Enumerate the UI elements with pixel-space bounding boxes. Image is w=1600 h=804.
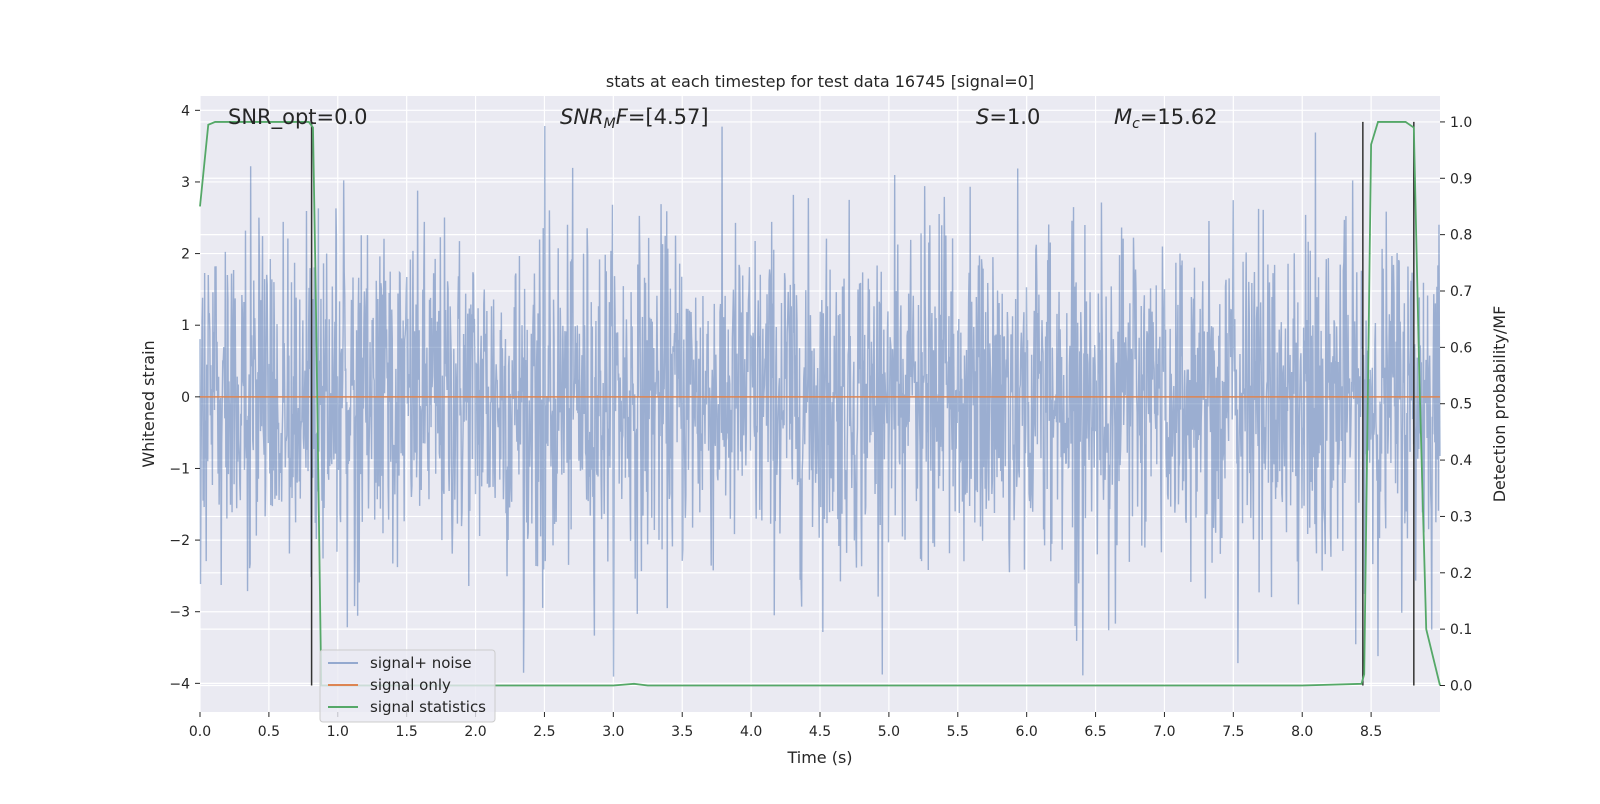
legend-label-stats: signal statistics [370,698,486,716]
legend-box [319,649,496,723]
chart-title: stats at each timestep for test data 167… [606,72,1034,91]
x-tick-label: 1.0 [327,724,349,740]
y-tick-label: 2 [181,247,190,263]
y2-tick-label: 0.8 [1450,228,1472,244]
legend-label-signal: signal only [370,676,451,694]
y2-tick-label: 0.2 [1450,566,1472,582]
x-tick-label: 5.0 [878,724,900,740]
y2-tick-label: 0.7 [1450,284,1472,300]
x-tick-label: 7.5 [1222,724,1244,740]
x-tick-label: 4.0 [740,724,762,740]
annotation-snr-opt: SNR_opt=0.0 [228,105,368,130]
y-tick-label: −3 [169,605,190,621]
s-value: =1.0 [989,105,1040,129]
signal-statistics-line [199,121,1441,687]
y2-tick-label: 0.3 [1450,509,1472,525]
y2-tick-label: 0.4 [1450,453,1472,469]
snr-mf-base: SNR [560,105,604,129]
noise-trace [199,126,1441,677]
x-tick-label: 0.0 [189,724,211,740]
snr-mf-sub: M [604,116,616,132]
mc-value: =15.62 [1140,105,1218,129]
x-tick-label: 7.0 [1153,724,1175,740]
x-tick-label: 6.0 [1016,724,1038,740]
y-tick-label: 3 [181,175,190,191]
annotation-mc: Mc=15.62 [1114,105,1218,132]
y2-tick-label: 0.9 [1450,171,1472,187]
y2-axis-label: Detection probability/MF [1490,306,1509,503]
x-tick-label: 8.0 [1291,724,1313,740]
x-tick-label: 3.5 [671,724,693,740]
y-tick-label: −1 [169,461,190,477]
x-tick-label: 5.5 [947,724,969,740]
x-axis-label: Time (s) [786,748,852,767]
x-tick-label: 1.5 [396,724,418,740]
y2-tick-label: 0.1 [1450,622,1472,638]
legend-label-noise: signal+ noise [370,654,472,672]
y2-tick-label: 0.5 [1450,397,1472,413]
annotation-snr-mf: SNRMF=[4.57] [560,105,709,132]
y-axis-label: Whitened strain [139,340,158,467]
y2-tick-label: 0.0 [1450,679,1472,695]
snr-mf-value: =[4.57] [628,105,709,129]
s-base: S [976,105,989,129]
x-tick-label: 3.0 [602,724,624,740]
x-tick-label: 2.5 [533,724,555,740]
x-tick-label: 6.5 [1084,724,1106,740]
x-tick-label: 4.5 [809,724,831,740]
x-tick-label: 8.5 [1360,724,1382,740]
y2-tick-label: 0.6 [1450,340,1472,356]
y-tick-label: −4 [169,676,190,692]
signal-statistics-series [199,121,1441,687]
y-tick-label: 0 [181,390,190,406]
signal-plus-noise-series [199,126,1441,677]
y-tick-label: 1 [181,318,190,334]
y-tick-label: 4 [181,103,190,119]
mc-base: M [1114,105,1132,129]
snr-mf-f: F [616,105,629,129]
mc-sub: c [1132,116,1140,132]
y-tick-label: −2 [169,533,190,549]
legend: signal+ noise signal only signal statist… [319,649,496,723]
annotation-s: S=1.0 [976,105,1040,129]
x-tick-label: 2.0 [464,724,486,740]
x-tick-label: 0.5 [258,724,280,740]
y2-tick-label: 1.0 [1450,115,1472,131]
